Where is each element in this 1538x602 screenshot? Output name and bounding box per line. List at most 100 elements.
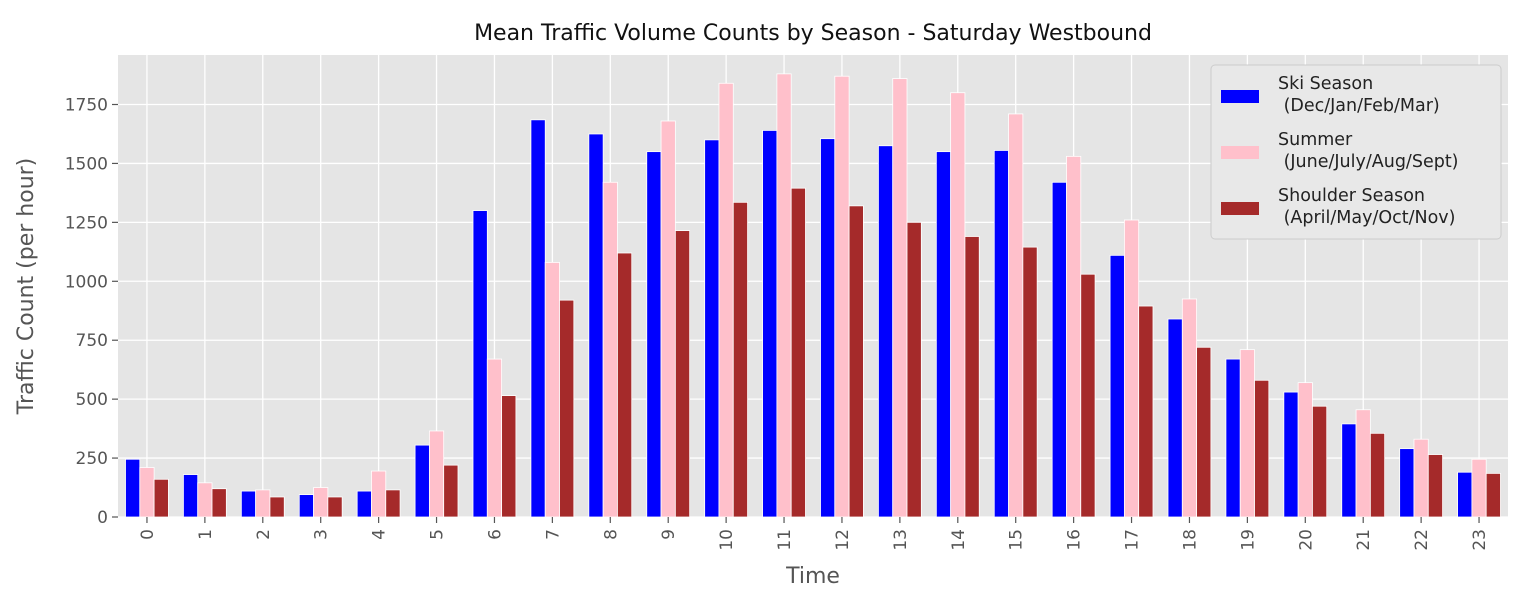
bar-series-2-hour-1	[211, 488, 227, 518]
chart-title: Mean Traffic Volume Counts by Season - S…	[474, 21, 1152, 46]
bar-series-1-hour-1	[197, 482, 213, 518]
x-tick-label: 6	[485, 529, 505, 540]
bar-series-0-hour-8	[588, 133, 604, 518]
bar-series-2-hour-23	[1485, 472, 1501, 518]
legend: Ski Season (Dec/Jan/Feb/Mar) Summer (June…	[1210, 64, 1502, 240]
x-tick-label: 5	[428, 529, 448, 540]
y-tick-label: 750	[76, 331, 108, 351]
x-tick-label: 20	[1296, 529, 1316, 551]
bar-series-1-hour-17	[1123, 219, 1140, 518]
bar-series-0-hour-0	[125, 458, 141, 518]
y-tick-label: 250	[76, 449, 108, 469]
bar-series-0-hour-18	[1167, 318, 1183, 518]
bar-series-0-hour-4	[356, 490, 372, 518]
x-tick-label: 8	[601, 529, 621, 540]
bar-series-2-hour-11	[790, 187, 806, 518]
legend-label-2: Shoulder Season (April/May/Oct/Nov)	[1278, 186, 1456, 228]
bar-series-1-hour-15	[1008, 113, 1024, 518]
bar-series-0-hour-16	[1051, 181, 1067, 518]
bar-series-1-hour-0	[139, 467, 155, 518]
legend-swatch-0	[1221, 90, 1259, 103]
x-tick-label: 14	[949, 529, 969, 551]
bar-series-2-hour-20	[1312, 405, 1328, 518]
bar-series-1-hour-19	[1239, 349, 1255, 518]
bar-series-0-hour-9	[646, 151, 662, 518]
x-tick-label: 17	[1123, 529, 1143, 551]
x-tick-label: 4	[370, 529, 390, 540]
bar-series-0-hour-20	[1283, 391, 1299, 518]
bar-series-2-hour-16	[1080, 273, 1096, 518]
bar-series-0-hour-7	[530, 119, 546, 518]
bar-series-0-hour-3	[298, 494, 314, 518]
x-tick-label: 15	[1007, 529, 1027, 551]
bar-series-0-hour-5	[414, 444, 430, 518]
bar-series-1-hour-4	[371, 470, 387, 518]
x-tick-label: 12	[833, 529, 853, 551]
y-axis-label: Traffic Count (per hour)	[14, 158, 39, 416]
legend-swatch-2	[1221, 202, 1259, 215]
y-tick-label: 500	[76, 390, 108, 410]
bar-series-2-hour-19	[1254, 379, 1270, 518]
bar-series-2-hour-8	[617, 252, 633, 518]
bar-series-1-hour-2	[255, 489, 271, 518]
bar-series-1-hour-11	[776, 73, 792, 518]
x-tick-label: 11	[775, 529, 795, 551]
bar-series-0-hour-1	[183, 474, 199, 518]
bar-series-2-hour-7	[559, 299, 575, 518]
bar-series-1-hour-3	[313, 487, 329, 518]
x-tick-label: 2	[254, 529, 274, 540]
x-tick-label: 21	[1354, 529, 1374, 551]
bar-series-1-hour-12	[834, 75, 850, 518]
legend-box	[1210, 64, 1502, 240]
x-tick-label: 0	[138, 529, 158, 540]
bar-series-1-hour-10	[718, 82, 734, 518]
y-axis-ticks: 0 250 500 750 1000 1250 1500 1750	[65, 96, 118, 528]
bar-series-1-hour-22	[1413, 438, 1429, 518]
legend-swatch-1	[1221, 146, 1259, 159]
bar-series-1-hour-14	[950, 92, 966, 518]
bar-series-1-hour-16	[1066, 155, 1082, 518]
bar-series-1-hour-9	[660, 120, 676, 518]
x-axis-label: Time	[785, 564, 840, 589]
bar-series-2-hour-9	[674, 230, 691, 518]
bar-series-2-hour-13	[906, 221, 922, 518]
legend-label-0: Ski Season (Dec/Jan/Feb/Mar)	[1278, 74, 1440, 116]
x-tick-label: 10	[717, 529, 737, 551]
bar-series-1-hour-18	[1181, 298, 1198, 518]
x-tick-label: 22	[1412, 529, 1432, 551]
bar-series-0-hour-12	[820, 138, 836, 518]
bar-series-2-hour-21	[1369, 432, 1386, 518]
x-tick-label: 3	[312, 529, 332, 540]
bar-series-0-hour-22	[1399, 448, 1415, 518]
bar-series-2-hour-12	[848, 205, 864, 518]
bar-series-0-hour-2	[240, 490, 257, 518]
bar-series-0-hour-15	[993, 150, 1009, 518]
bar-series-2-hour-18	[1196, 346, 1212, 518]
bar-series-2-hour-2	[269, 496, 285, 518]
bar-series-2-hour-14	[964, 236, 980, 518]
bar-series-1-hour-6	[486, 358, 503, 518]
bar-series-2-hour-17	[1138, 305, 1154, 518]
bar-series-1-hour-8	[602, 181, 618, 518]
bar-series-1-hour-13	[892, 78, 908, 518]
x-tick-label: 23	[1470, 529, 1490, 551]
x-axis-ticks: 0 1 2 3 4 5 6 7 8 9 10 11 12 13 14 15 16 17 18 19 20 21 22 23	[138, 517, 1490, 551]
bar-series-2-hour-5	[443, 464, 459, 518]
bar-series-1-hour-5	[428, 430, 445, 518]
x-tick-label: 18	[1180, 529, 1200, 551]
y-tick-label: 1750	[65, 96, 108, 116]
bar-series-0-hour-10	[704, 139, 720, 518]
x-tick-label: 19	[1238, 529, 1258, 551]
bar-series-0-hour-6	[472, 210, 488, 518]
bar-series-2-hour-10	[732, 201, 748, 518]
x-tick-label: 16	[1065, 529, 1085, 551]
bar-series-0-hour-13	[878, 145, 894, 518]
bars	[125, 73, 1501, 518]
y-tick-label: 1000	[65, 272, 108, 292]
bar-series-2-hour-22	[1427, 454, 1443, 518]
bar-series-1-hour-21	[1355, 409, 1371, 518]
bar-series-0-hour-23	[1457, 471, 1473, 518]
bar-series-1-hour-23	[1471, 458, 1487, 518]
x-tick-label: 13	[891, 529, 911, 551]
